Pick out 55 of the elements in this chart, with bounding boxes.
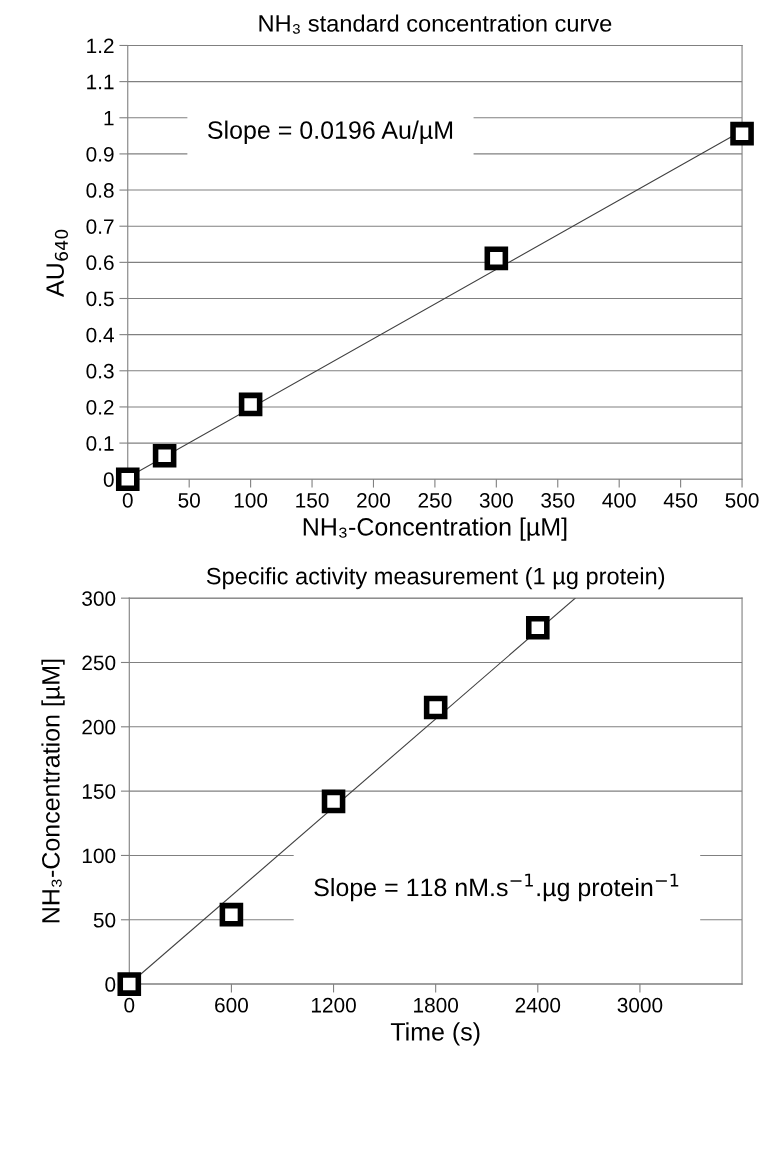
x-tick-label: 300 (479, 492, 513, 508)
x-tick-label: 2400 (515, 997, 561, 1013)
y-tick-label: 0.8 (86, 183, 114, 198)
y-tick-label: 0.9 (86, 146, 114, 162)
x-tick-label: 500 (725, 492, 759, 508)
y-tick-label: 0.6 (86, 255, 114, 271)
y-tick-label: 0.3 (86, 363, 114, 379)
x-tick-label: 50 (178, 492, 200, 508)
x-tick-label: 450 (663, 492, 698, 508)
y-tick-label: 1.2 (87, 38, 114, 54)
x-tick-label: 3000 (617, 997, 663, 1013)
y-tick-label: 1.1 (87, 74, 114, 90)
y-tick-label: 0.7 (86, 219, 114, 234)
y-tick-label: 0.4 (86, 327, 114, 343)
y-tick-label: 100 (82, 848, 116, 864)
x-axis-title: NH₃-Concentration [µM] (303, 517, 567, 541)
point (484, 246, 509, 271)
point (219, 902, 244, 927)
chart-title: NH₃ standard concentration curve (259, 14, 612, 34)
point (525, 615, 550, 640)
x-axis-title: Time (s) (390, 1022, 480, 1046)
y-axis-title: AU$_{640}$ (46, 229, 69, 297)
x-tick-label: 350 (541, 492, 575, 508)
y-tick-label: 150 (82, 784, 116, 799)
y-tick-label: 200 (82, 719, 116, 735)
y-tick-label: 250 (82, 655, 116, 671)
y-tick-label: 0.1 (86, 436, 114, 451)
y-tick-label: 0 (105, 977, 116, 992)
point (117, 972, 142, 996)
y-tick-label: 0 (103, 472, 114, 487)
chart-title: Specific activity measurement (1 µg protein) (206, 567, 665, 590)
point (423, 695, 448, 720)
x-tick-label: 100 (234, 492, 268, 508)
x-tick-label: 0 (122, 492, 133, 508)
x-tick-label: 0 (124, 997, 135, 1013)
x-tick-label: 200 (357, 492, 391, 508)
point (321, 789, 346, 814)
annotation: Slope = 0.0196 Au/µM (208, 120, 453, 144)
point (115, 467, 140, 492)
point (730, 121, 754, 146)
y-tick-label: 0.5 (86, 291, 114, 307)
y-axis-title: NH₃-Concentration [µM] (41, 659, 65, 923)
x-tick-label: 1800 (414, 997, 459, 1013)
annotation: Slope = 118 nM.s$^{−1}$.µg protein$^{−1}$ (314, 873, 679, 902)
point (238, 392, 263, 417)
y-tick-label: 1 (104, 110, 114, 126)
y-tick-label: 300 (82, 591, 116, 606)
point (152, 443, 177, 468)
x-tick-label: 1200 (311, 997, 356, 1013)
x-tick-label: 250 (418, 492, 452, 508)
x-tick-label: 400 (602, 492, 636, 508)
y-tick-label: 50 (93, 912, 116, 928)
y-tick-label: 0.2 (86, 399, 114, 415)
x-tick-label: 600 (215, 997, 248, 1013)
x-tick-label: 150 (296, 492, 329, 508)
